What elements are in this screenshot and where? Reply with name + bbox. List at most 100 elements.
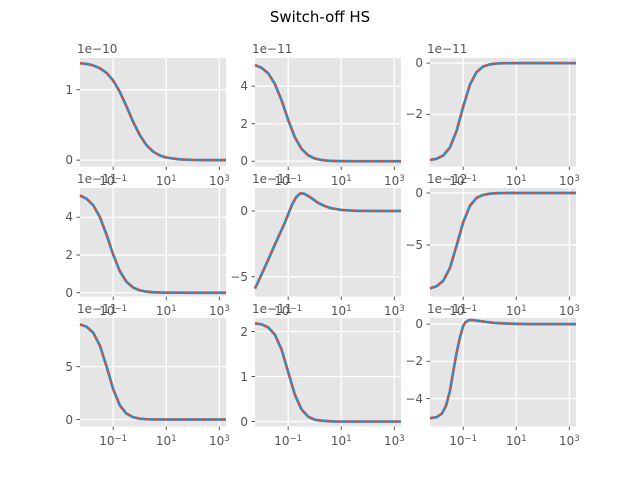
x-tick-exponent: 1 xyxy=(171,433,177,444)
y-tick-label: 1 xyxy=(65,82,73,97)
x-tick-exponent: −1 xyxy=(464,303,478,314)
x-tick-base: 10 xyxy=(155,173,172,188)
x-tick-base: 10 xyxy=(384,173,400,188)
y-tick-label: 2 xyxy=(240,116,248,131)
x-tick-base: 10 xyxy=(209,433,225,448)
y-tick-label: −2 xyxy=(405,107,423,122)
x-tick-exponent: 1 xyxy=(521,303,527,314)
x-tick-label: 103 xyxy=(372,172,416,188)
x-tick-exponent: 3 xyxy=(224,303,230,314)
x-tick-label: 10−1 xyxy=(441,432,485,448)
x-tick-label: 10−1 xyxy=(266,432,310,448)
dashed-line xyxy=(429,318,576,420)
dashed-line xyxy=(429,191,576,290)
x-tick-label: 10−1 xyxy=(91,432,135,448)
x-tick-base: 10 xyxy=(99,303,115,318)
y-tick-label: 0 xyxy=(415,317,423,332)
plot-background xyxy=(80,58,226,167)
x-tick-exponent: −1 xyxy=(114,303,128,314)
x-tick-label: 103 xyxy=(547,172,591,188)
x-tick-exponent: −1 xyxy=(289,433,303,444)
x-tick-base: 10 xyxy=(274,303,290,318)
y-tick-label: 5 xyxy=(65,359,73,374)
x-tick-exponent: 3 xyxy=(574,173,580,184)
axis-offset-label: 1e−11 xyxy=(427,42,468,56)
y-tick-label: 0 xyxy=(415,56,423,71)
x-tick-exponent: 3 xyxy=(224,173,230,184)
x-tick-base: 10 xyxy=(384,433,400,448)
x-tick-label: 103 xyxy=(197,432,241,448)
x-tick-exponent: −1 xyxy=(464,173,478,184)
x-tick-exponent: 1 xyxy=(171,173,177,184)
y-tick-label: 0 xyxy=(240,154,248,169)
x-tick-base: 10 xyxy=(505,433,522,448)
x-tick-label: 103 xyxy=(372,432,416,448)
y-tick-label: −4 xyxy=(405,391,423,406)
x-tick-exponent: −1 xyxy=(114,433,128,444)
plot-background xyxy=(430,58,576,167)
x-tick-base: 10 xyxy=(449,433,465,448)
axis-offset-label: 1e−10 xyxy=(77,42,118,56)
x-tick-label: 101 xyxy=(494,172,538,188)
x-tick-exponent: −1 xyxy=(114,173,128,184)
solid-line xyxy=(253,192,401,290)
x-tick-exponent: 1 xyxy=(346,303,352,314)
x-tick-exponent: −1 xyxy=(289,303,303,314)
x-tick-label: 10−1 xyxy=(91,302,135,318)
x-tick-label: 103 xyxy=(197,172,241,188)
figure-title: Switch-off HS xyxy=(269,8,371,26)
axis-offset-label: 1e−11 xyxy=(252,172,293,186)
x-tick-label: 101 xyxy=(319,432,363,448)
x-tick-label: 101 xyxy=(319,172,363,188)
plot-background xyxy=(255,318,401,427)
x-tick-base: 10 xyxy=(155,303,172,318)
axis-offset-label: 1e−11 xyxy=(77,172,118,186)
plot-area-r0-c1 xyxy=(251,58,401,170)
y-tick-label: −2 xyxy=(405,354,423,369)
x-tick-exponent: 1 xyxy=(171,303,177,314)
plot-area-r0-c2 xyxy=(426,58,576,170)
axis-offset-label: 1e−11 xyxy=(427,302,468,316)
x-tick-label: 10−1 xyxy=(441,302,485,318)
y-tick-label: 4 xyxy=(65,210,73,225)
y-tick-label: −5 xyxy=(230,269,248,284)
x-tick-label: 10−1 xyxy=(441,172,485,188)
plot-area-r1-c0 xyxy=(76,188,226,300)
y-tick-label: 2 xyxy=(65,247,73,262)
x-tick-base: 10 xyxy=(209,173,225,188)
x-tick-label: 101 xyxy=(319,302,363,318)
x-tick-exponent: 1 xyxy=(521,433,527,444)
plot-area-r2-c1 xyxy=(251,318,401,430)
dashed-line xyxy=(79,323,226,421)
x-tick-base: 10 xyxy=(99,173,115,188)
y-tick-label: 0 xyxy=(240,414,248,429)
x-tick-base: 10 xyxy=(274,433,290,448)
axis-offset-label: 1e−11 xyxy=(252,42,293,56)
x-tick-exponent: −1 xyxy=(289,173,303,184)
x-tick-base: 10 xyxy=(330,173,347,188)
x-tick-exponent: 3 xyxy=(574,433,580,444)
dashed-line xyxy=(429,62,576,162)
x-tick-label: 103 xyxy=(547,302,591,318)
plot-area-r0-c0 xyxy=(76,58,226,170)
x-tick-label: 101 xyxy=(144,172,188,188)
x-tick-label: 10−1 xyxy=(91,172,135,188)
plot-area-r2-c0 xyxy=(76,318,226,430)
dashed-line xyxy=(254,322,401,423)
dashed-line xyxy=(254,64,401,163)
x-tick-label: 103 xyxy=(372,302,416,318)
x-tick-exponent: 1 xyxy=(346,433,352,444)
x-tick-base: 10 xyxy=(99,433,115,448)
x-tick-base: 10 xyxy=(559,433,575,448)
x-tick-base: 10 xyxy=(384,303,400,318)
x-tick-label: 101 xyxy=(494,302,538,318)
x-tick-base: 10 xyxy=(559,303,575,318)
x-tick-exponent: 3 xyxy=(399,303,405,314)
x-tick-exponent: 3 xyxy=(399,433,405,444)
x-tick-exponent: 1 xyxy=(521,173,527,184)
x-tick-exponent: 3 xyxy=(399,173,405,184)
x-tick-base: 10 xyxy=(330,433,347,448)
x-tick-label: 10−1 xyxy=(266,302,310,318)
x-tick-base: 10 xyxy=(505,173,522,188)
plot-area-r1-c1 xyxy=(251,188,401,300)
